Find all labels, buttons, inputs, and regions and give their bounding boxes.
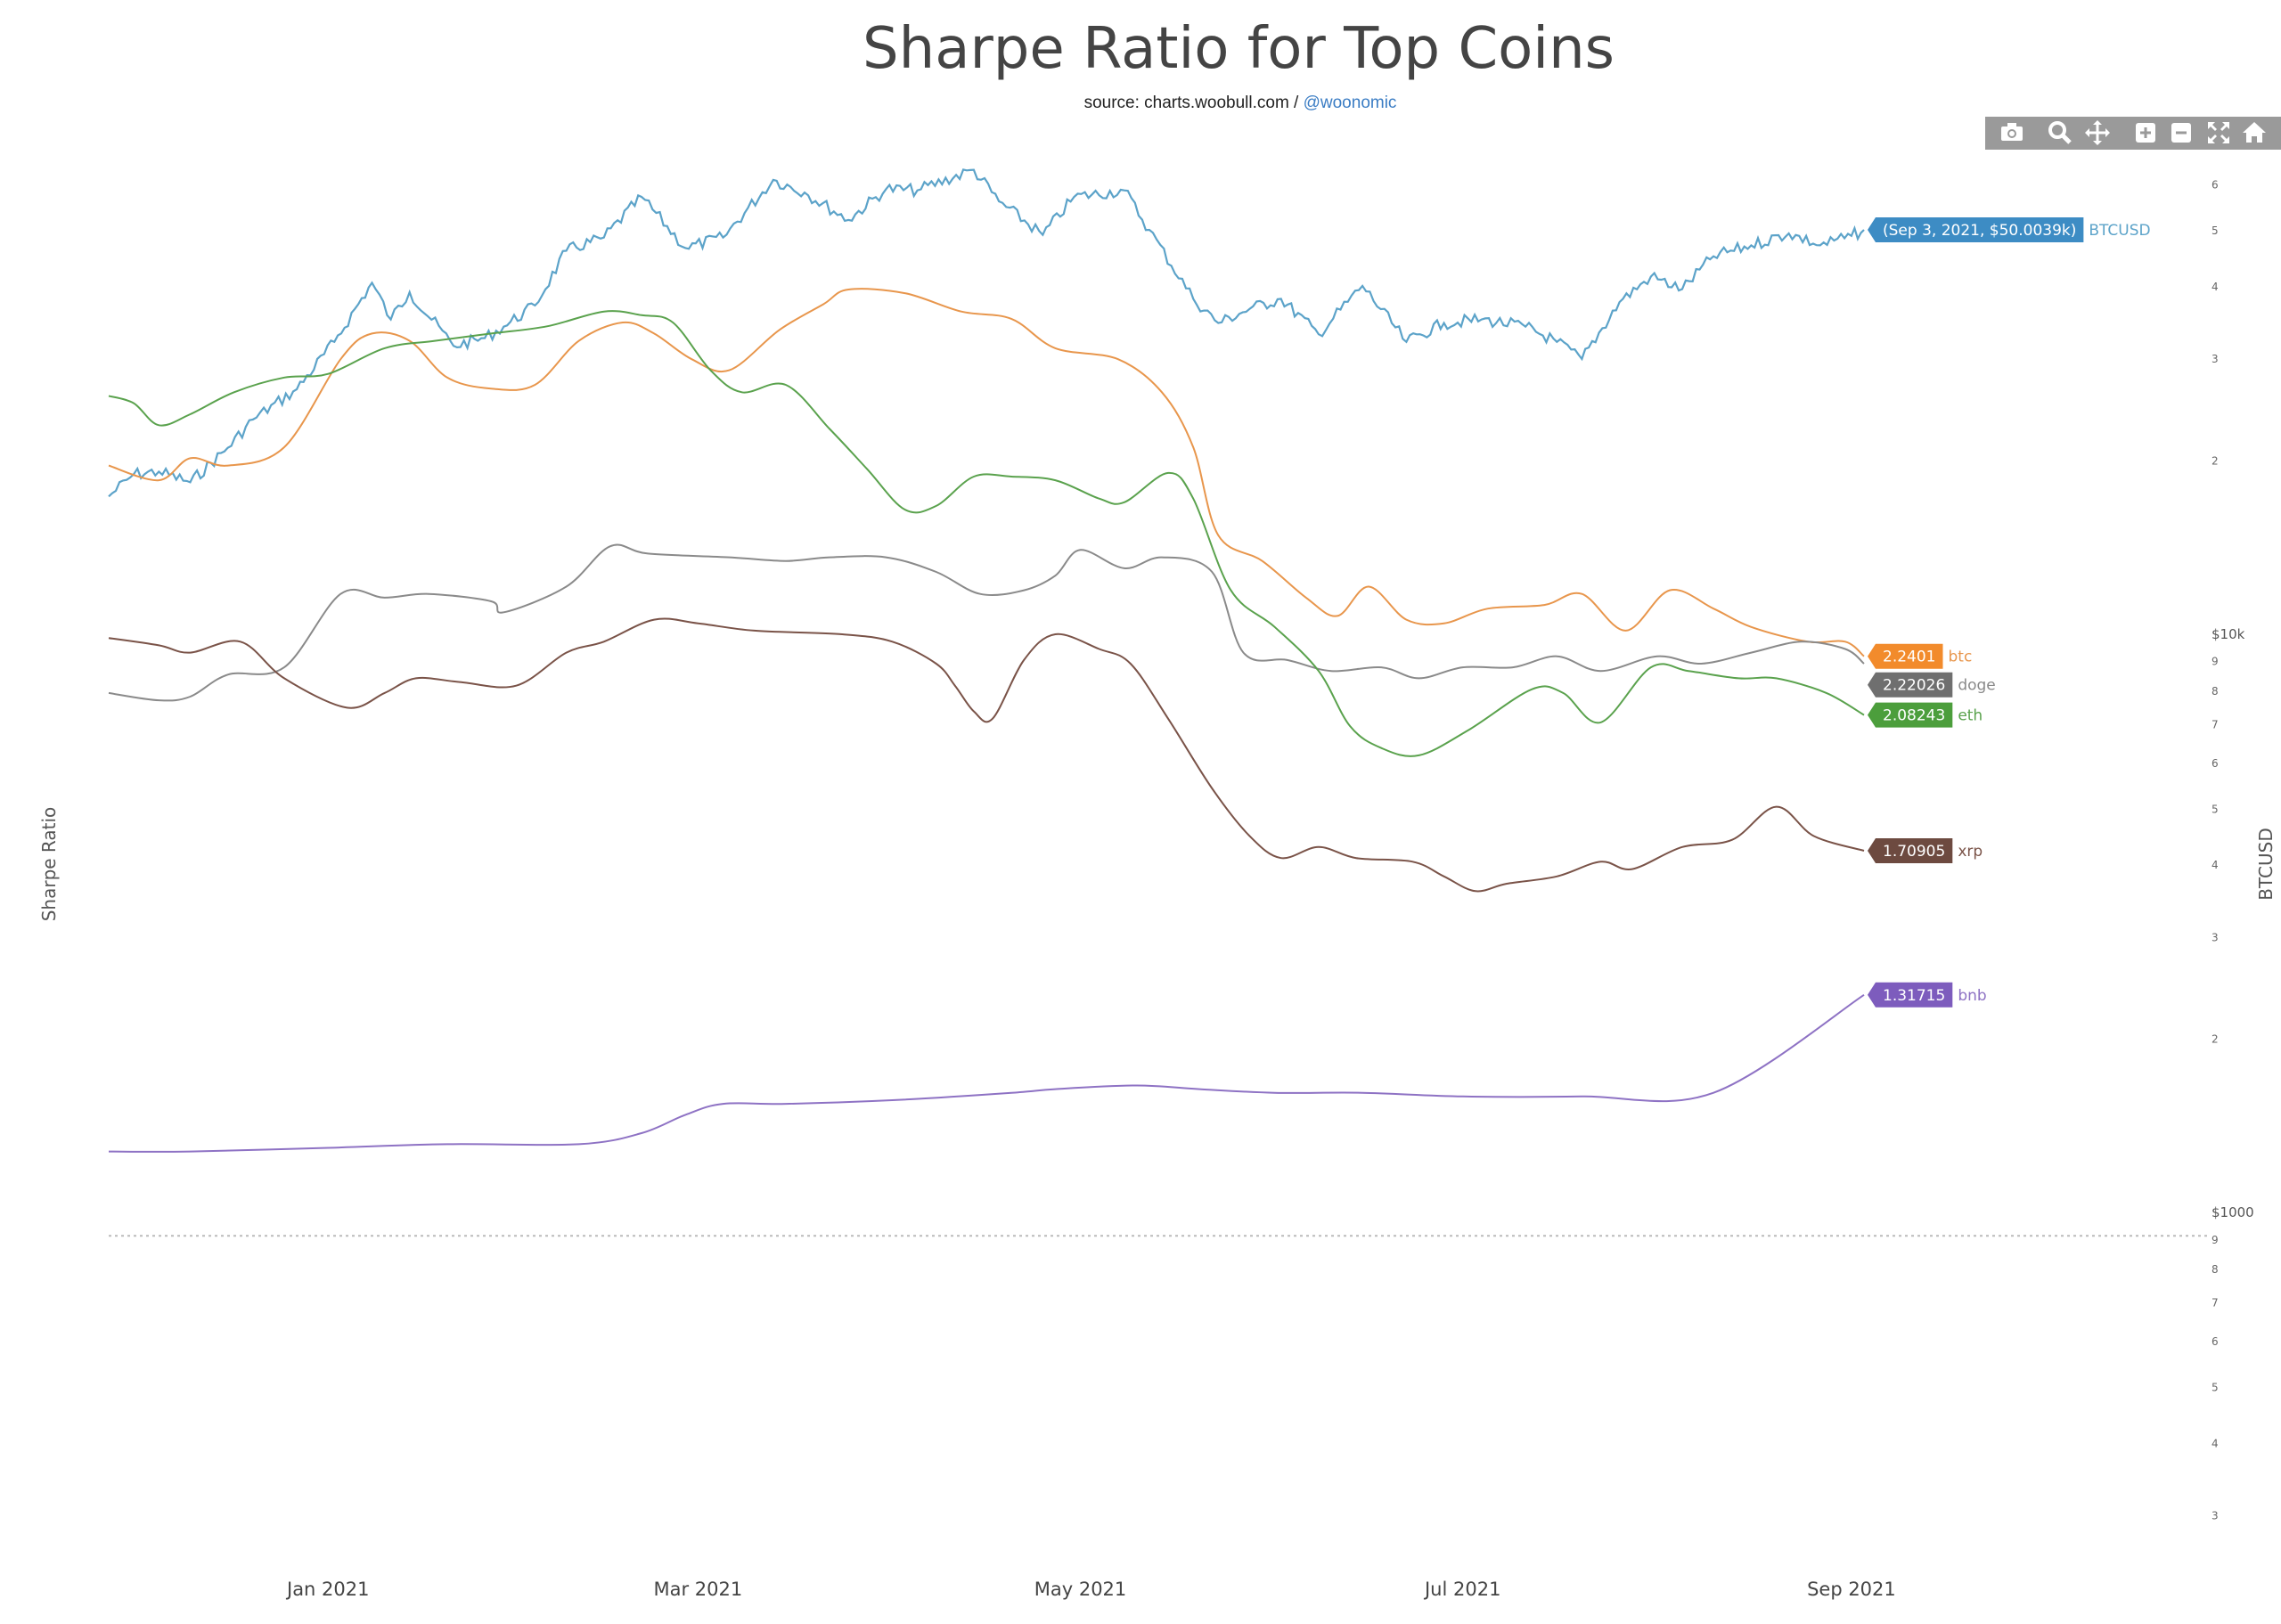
end-label-btcusd: (Sep 3, 2021, $50.0039k) BTCUSD bbox=[1868, 216, 2151, 242]
pan-icon bbox=[2085, 120, 2110, 145]
chart-title: Sharpe Ratio for Top Coins bbox=[863, 16, 1615, 82]
y-right-tick-label: 4 bbox=[2212, 859, 2219, 871]
end-label-value: 2.08243 bbox=[1883, 707, 1945, 725]
y-right-tick-label: 5 bbox=[2212, 803, 2219, 815]
source-prefix: source: charts.woobull.com / bbox=[1084, 94, 1304, 112]
series-line-btcusd[interactable] bbox=[108, 168, 1865, 498]
end-label-series-name: btc bbox=[1948, 649, 1972, 666]
series-line-btc[interactable] bbox=[108, 288, 1865, 657]
end-label-box bbox=[1868, 982, 1953, 1008]
zoom-in-icon bbox=[2136, 123, 2155, 143]
y-right-tick-label: 4 bbox=[2212, 1438, 2219, 1450]
camera-icon bbox=[2001, 123, 2023, 141]
end-label-series-name: xrp bbox=[1958, 843, 1983, 861]
zoom-button[interactable]: Zoom bbox=[2048, 121, 2072, 144]
series-line-bnb[interactable] bbox=[108, 993, 1865, 1153]
chart-source: source: charts.woobull.com / @woonomic bbox=[1084, 94, 1397, 112]
end-label-series-name: bnb bbox=[1958, 987, 1986, 1005]
end-label-value: 1.31715 bbox=[1883, 987, 1945, 1005]
y-right-tick-label: 2 bbox=[2212, 1033, 2219, 1046]
end-label-box bbox=[1868, 672, 1953, 698]
y-right-tick-label: 6 bbox=[2212, 179, 2219, 192]
end-label-box bbox=[1868, 216, 2084, 242]
y-right-tick-label: 9 bbox=[2212, 656, 2219, 668]
series-line-xrp[interactable] bbox=[108, 617, 1865, 893]
end-label-box bbox=[1868, 837, 1953, 863]
end-label-eth: 2.08243 eth bbox=[1868, 702, 1983, 728]
y-right-tick-label: 7 bbox=[2212, 718, 2219, 730]
y-axis-left-title: Sharpe Ratio bbox=[38, 807, 60, 922]
y-right-tick-label: 3 bbox=[2212, 353, 2219, 365]
autoscale-icon bbox=[2208, 122, 2229, 143]
end-label-value: 2.22026 bbox=[1883, 677, 1945, 695]
end-label-bnb: 1.31715 bnb bbox=[1868, 982, 1987, 1008]
pan-button[interactable]: Pan bbox=[2085, 120, 2110, 145]
modebar-background bbox=[1985, 117, 2281, 150]
y-right-tick-label: 6 bbox=[2212, 757, 2219, 770]
y-right-tick-label: 8 bbox=[2212, 685, 2219, 698]
x-tick-label: Jul 2021 bbox=[1423, 1579, 1500, 1600]
end-label-value: (Sep 3, 2021, $50.0039k) bbox=[1883, 222, 2076, 240]
y-right-tick-label: 5 bbox=[2212, 224, 2219, 237]
end-label-value: 1.70905 bbox=[1883, 843, 1945, 861]
end-label-series-name: BTCUSD bbox=[2089, 222, 2150, 240]
end-label-xrp: 1.70905 xrp bbox=[1868, 837, 1983, 863]
end-label-series-name: doge bbox=[1958, 677, 1995, 695]
end-label-btc: 2.2401 btc bbox=[1868, 643, 1972, 669]
end-label-doge: 2.22026 doge bbox=[1868, 672, 1996, 698]
y-right-tick-label: 3 bbox=[2212, 1510, 2219, 1522]
autoscale-button[interactable]: Autoscale bbox=[2208, 122, 2229, 143]
y-right-tick-label: 4 bbox=[2212, 281, 2219, 293]
y-axis-right-title: BTCUSD bbox=[2255, 828, 2277, 900]
x-tick-label: Sep 2021 bbox=[1807, 1579, 1896, 1600]
x-tick-label: Mar 2021 bbox=[653, 1579, 742, 1600]
y-right-tick-label: 2 bbox=[2212, 454, 2219, 467]
end-label-value: 2.2401 bbox=[1883, 649, 1935, 666]
reset-axes-icon bbox=[2243, 122, 2266, 143]
y-right-tick-label: 8 bbox=[2212, 1263, 2219, 1276]
zoom-icon bbox=[2048, 121, 2072, 144]
y-right-tick-label: 6 bbox=[2212, 1335, 2219, 1348]
x-axis: Jan 2021 Mar 2021 May 2021 Jul 2021 Sep 2021 bbox=[285, 1579, 1896, 1600]
y-right-tick-label: $1000 bbox=[2212, 1204, 2254, 1220]
zoom-in-button[interactable]: Zoom in bbox=[2136, 123, 2155, 143]
y-right-tick-label: 3 bbox=[2212, 931, 2219, 943]
modebar-toolbar: Download plot as a png Zoom Pan Zoom in Zoom… bbox=[1985, 117, 2281, 150]
x-tick-label: Jan 2021 bbox=[285, 1579, 370, 1600]
zoom-out-icon bbox=[2171, 123, 2191, 143]
y-right-tick-label: 5 bbox=[2212, 1382, 2219, 1394]
end-label-box bbox=[1868, 643, 1943, 669]
camera-button[interactable]: Download plot as a png bbox=[2001, 123, 2023, 141]
series-line-eth[interactable] bbox=[108, 310, 1865, 757]
y-right-tick-label: 9 bbox=[2212, 1234, 2219, 1246]
y-right-tick-label: $10k bbox=[2212, 626, 2245, 642]
end-label-box bbox=[1868, 702, 1953, 728]
source-handle-link[interactable]: @woonomic bbox=[1304, 94, 1397, 112]
zoom-out-button[interactable]: Zoom out bbox=[2171, 123, 2191, 143]
y-axis-right: 3 4 5 6 7 8 9 $1000 2 3 4 5 6 7 8 9 $10k 2 3 4 5 6 bbox=[2212, 179, 2254, 1522]
reset-axes-button[interactable]: Reset axes bbox=[2243, 122, 2266, 143]
x-tick-label: May 2021 bbox=[1034, 1579, 1127, 1600]
end-label-series-name: eth bbox=[1958, 707, 1983, 725]
series-line-doge[interactable] bbox=[108, 543, 1865, 702]
y-right-tick-label: 7 bbox=[2212, 1297, 2219, 1310]
